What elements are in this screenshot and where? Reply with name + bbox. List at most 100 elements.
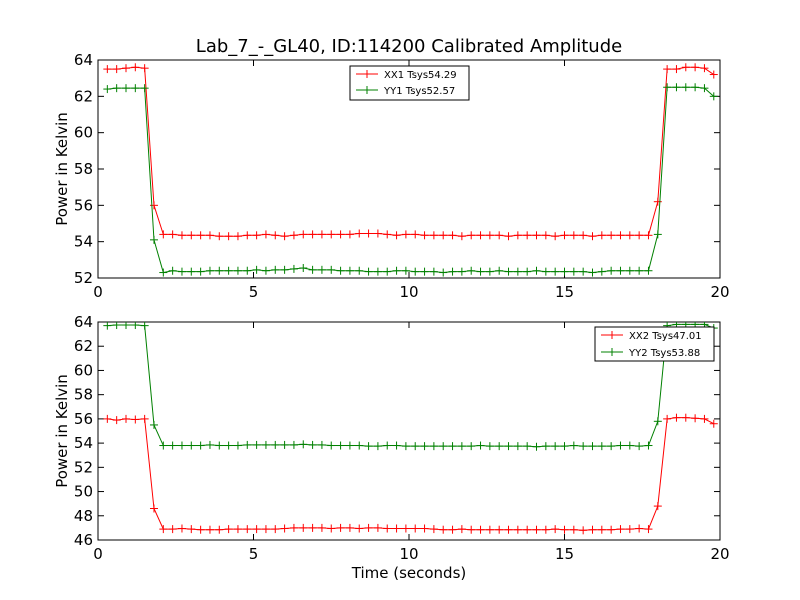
chart-top-series-1-point-19 xyxy=(280,265,289,274)
chart-top-series-0-point-17 xyxy=(261,230,270,239)
chart-bottom-series-1-point-17 xyxy=(261,440,270,449)
chart-top-series-1-point-0 xyxy=(103,85,112,94)
chart-top-xtick-label-5: 5 xyxy=(249,283,259,301)
chart-top-series-0-point-60 xyxy=(663,65,672,74)
chart-top-xtick-label-0: 0 xyxy=(93,283,103,301)
chart-top-series-1-point-50 xyxy=(569,267,578,276)
chart-top-series-1-point-65 xyxy=(709,92,718,101)
chart-bottom-series-1-point-2 xyxy=(121,322,130,330)
chart-top-series-0-point-51 xyxy=(579,231,588,240)
chart-top-series-0-point-20 xyxy=(289,231,298,240)
chart-top-series-1-point-24 xyxy=(327,265,336,274)
chart-bottom-xtick-label-20: 20 xyxy=(710,545,729,563)
chart-top-series-1-point-44 xyxy=(513,267,522,276)
chart-bottom-ytick-label-52: 52 xyxy=(74,458,93,476)
chart-bottom-series-1-point-46 xyxy=(532,442,541,451)
chart-bottom-series-1-point-18 xyxy=(271,440,280,449)
chart-bottom-series-1-point-27 xyxy=(355,441,364,450)
chart-bottom-series-0-point-24 xyxy=(327,524,336,533)
chart-bottom-series-0-point-42 xyxy=(495,525,504,534)
chart-bottom-series-0-point-46 xyxy=(532,525,541,534)
chart-bottom-series-0-point-15 xyxy=(243,525,252,534)
chart-bottom-series-0-point-65 xyxy=(709,419,718,428)
chart-top-series-0-point-29 xyxy=(373,229,382,238)
chart-bottom-series-1-point-11 xyxy=(205,440,214,449)
chart-top-series-1 xyxy=(103,83,718,277)
chart-top-series-1-point-17 xyxy=(261,266,270,275)
chart-bottom-series-0-point-34 xyxy=(420,524,429,533)
chart-bottom-series-0-point-54 xyxy=(607,525,616,534)
chart-bottom-series-1-point-59 xyxy=(653,417,662,426)
chart-bottom-series-1-point-49 xyxy=(560,442,569,451)
chart-top-series-1-point-48 xyxy=(551,267,560,276)
chart-top-series-1-point-36 xyxy=(439,268,448,277)
chart-top-series-1-point-49 xyxy=(560,267,569,276)
chart-bottom-series-1-point-10 xyxy=(196,441,205,450)
chart-bottom-series-0-point-22 xyxy=(308,523,317,532)
chart-top-series-1-point-51 xyxy=(579,267,588,276)
chart-top-series-0-point-64 xyxy=(700,64,709,73)
chart-bottom-series-1-point-0 xyxy=(103,322,112,330)
chart-bottom-series-1-point-12 xyxy=(215,441,224,450)
chart-top-series-1-point-63 xyxy=(691,83,700,92)
chart-bottom-series-1 xyxy=(103,322,718,451)
chart-bottom-series-0-point-25 xyxy=(336,523,345,532)
chart-top-series-0-point-12 xyxy=(215,232,224,241)
chart-bottom-series-0-point-62 xyxy=(681,413,690,422)
chart-top-series-1-point-39 xyxy=(467,266,476,275)
chart-bottom-xlabel: Time (seconds) xyxy=(351,564,467,582)
chart-top-series-1-point-30 xyxy=(383,267,392,276)
chart-bottom-series-1-point-56 xyxy=(625,441,634,450)
chart-bottom-series-1-point-5 xyxy=(149,420,158,429)
chart-top-series-1-point-29 xyxy=(373,267,382,276)
chart-bottom-series-1-point-58 xyxy=(644,441,653,450)
chart-bottom-series-1-point-28 xyxy=(364,442,373,451)
chart-top-series-0-point-62 xyxy=(681,63,690,72)
chart-top-series-0-point-5 xyxy=(149,201,158,210)
chart-bottom-series-0-point-33 xyxy=(411,524,420,533)
chart-bottom-series-0-point-32 xyxy=(401,524,410,533)
chart-top-series-0-point-15 xyxy=(243,231,252,240)
chart-bottom-series-1-point-26 xyxy=(345,441,354,450)
chart-bottom-plot-area: 0 5 10 15 20 46 48 50 52 54 56 58 60 62 64 xyxy=(74,313,730,563)
chart-bottom-series-0-point-35 xyxy=(429,525,438,534)
chart-top-series-0-point-4 xyxy=(140,64,149,73)
chart-top-series-0-point-63 xyxy=(691,63,700,72)
chart-top-series-0-point-23 xyxy=(317,230,326,239)
chart-bottom-series-0-point-40 xyxy=(476,525,485,534)
chart-top-series-0-point-27 xyxy=(355,229,364,238)
chart-top-series-0-point-28 xyxy=(364,229,373,238)
chart-bottom-series-1-point-13 xyxy=(224,441,233,450)
chart-bottom-ytick-label-56: 56 xyxy=(74,410,93,428)
chart-bottom-series-1-point-37 xyxy=(448,442,457,451)
chart-bottom-series-1-point-33 xyxy=(411,442,420,451)
chart-bottom-series-1-point-35 xyxy=(429,442,438,451)
chart-bottom-ytick-label-58: 58 xyxy=(74,386,93,404)
chart-top-series-0-point-55 xyxy=(616,231,625,240)
chart-top-series-0-point-0 xyxy=(103,65,112,74)
chart-top-series-1-point-53 xyxy=(597,267,606,276)
chart-top-xtick-label-20: 20 xyxy=(710,283,729,301)
chart-bottom-series-1-point-47 xyxy=(541,442,550,451)
chart-top-series-1-point-15 xyxy=(243,266,252,275)
chart-bottom-series-1-point-38 xyxy=(457,442,466,451)
chart-bottom-series-0-point-0 xyxy=(103,414,112,423)
chart-top-series-1-point-62 xyxy=(681,83,690,92)
chart-bottom-ytick-label-50: 50 xyxy=(74,483,93,501)
chart-bottom-series-1-point-57 xyxy=(635,442,644,451)
chart-top-series-1-point-61 xyxy=(672,83,681,92)
chart-top-series-1-point-59 xyxy=(653,230,662,239)
chart-bottom-series-1-point-6 xyxy=(159,441,168,450)
chart-top-series-1-point-58 xyxy=(644,266,653,275)
chart-bottom-series-1-point-23 xyxy=(317,440,326,449)
chart-top-series-1-point-14 xyxy=(233,266,242,275)
chart-top-series-0-point-7 xyxy=(168,230,177,239)
chart-bottom-series-0-point-58 xyxy=(644,525,653,534)
chart-top-series-1-point-43 xyxy=(504,267,513,276)
chart-top-series-0-point-40 xyxy=(476,231,485,240)
chart-bottom: Power in Kelvin Time (seconds) 0 5 10 15 20 4… xyxy=(53,313,730,582)
chart-bottom-series-1-point-31 xyxy=(392,441,401,450)
chart-top-series-1-point-32 xyxy=(401,266,410,275)
chart-bottom-series-0-point-30 xyxy=(383,524,392,533)
chart-top-series-0-point-45 xyxy=(523,231,532,240)
